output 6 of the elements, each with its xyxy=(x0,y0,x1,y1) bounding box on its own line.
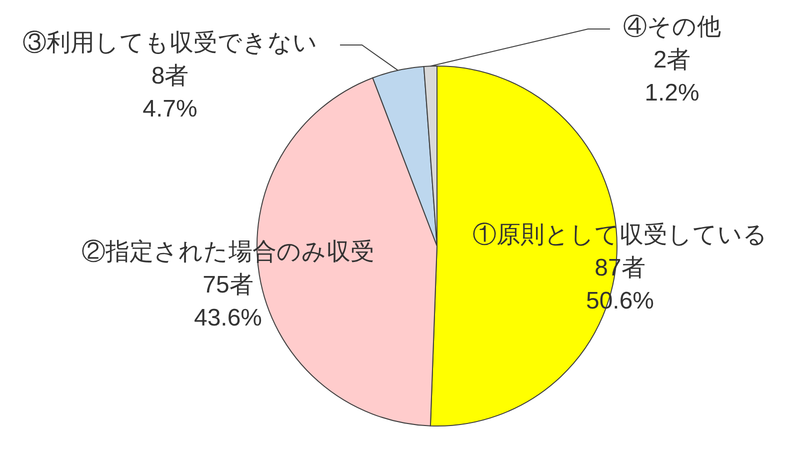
data-label: 8者 4.7% xyxy=(142,62,198,122)
data-label: 75者 43.6% xyxy=(194,272,262,332)
slice-label: ①原則として収受している xyxy=(472,222,768,248)
slice-label: ④その他 xyxy=(623,14,721,40)
slice-label: ③利用しても収受できない xyxy=(22,30,318,56)
data-label: 2者 1.2% xyxy=(644,46,700,106)
